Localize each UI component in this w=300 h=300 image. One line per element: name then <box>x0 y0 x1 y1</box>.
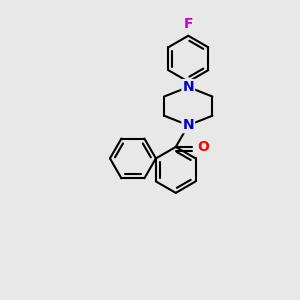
Text: N: N <box>182 80 194 94</box>
Text: O: O <box>197 140 209 154</box>
Text: N: N <box>182 118 194 132</box>
Text: F: F <box>184 17 193 31</box>
